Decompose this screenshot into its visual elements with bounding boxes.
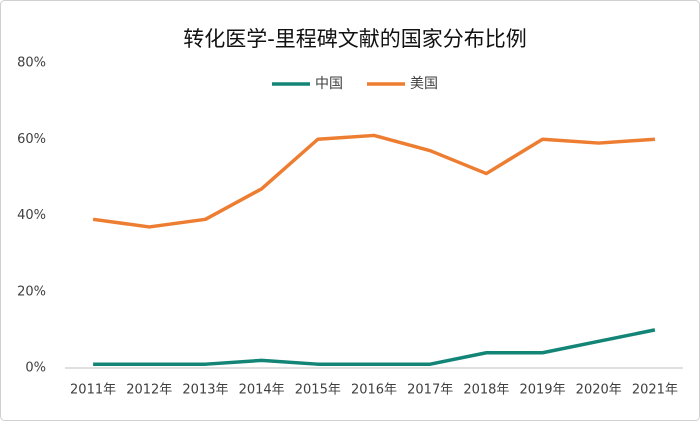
y-tick-label: 20% xyxy=(17,284,46,299)
x-tick-label: 2020年 xyxy=(576,383,622,398)
legend-label: 美国 xyxy=(410,76,438,92)
x-tick-label: 2011年 xyxy=(70,383,116,398)
x-tick-label: 2015年 xyxy=(295,383,341,398)
chart-title: 转化医学-里程碑文献的国家分布比例 xyxy=(183,27,527,51)
x-tick-label: 2016年 xyxy=(351,383,397,398)
x-tick-label: 2013年 xyxy=(182,383,228,398)
x-tick-label: 2012年 xyxy=(126,383,172,398)
y-tick-label: 60% xyxy=(17,132,46,147)
y-tick-label: 80% xyxy=(17,56,46,71)
x-tick-label: 2021年 xyxy=(632,383,678,398)
legend-label: 中国 xyxy=(315,76,343,92)
x-tick-label: 2019年 xyxy=(519,383,565,398)
series-line xyxy=(92,133,656,229)
y-tick-label: 0% xyxy=(25,361,46,376)
x-tick-label: 2018年 xyxy=(463,383,509,398)
x-tick-label: 2014年 xyxy=(239,383,285,398)
x-tick-label: 2017年 xyxy=(407,383,453,398)
y-tick-label: 40% xyxy=(17,208,46,223)
series-line xyxy=(93,328,656,366)
